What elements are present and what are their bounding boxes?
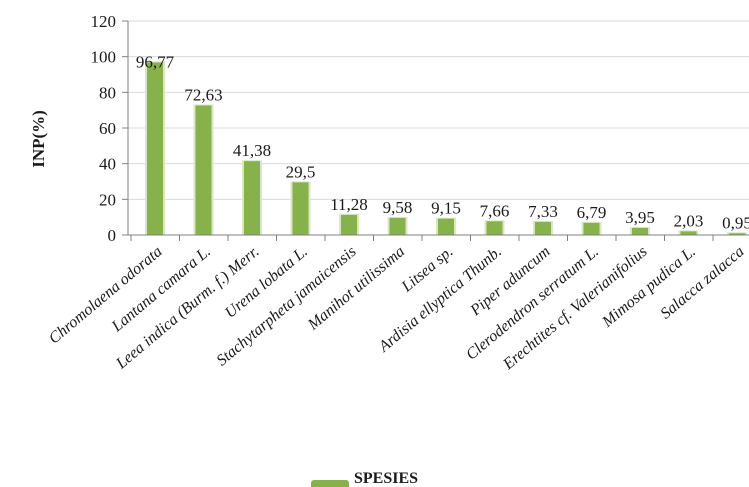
- bar: [680, 231, 697, 235]
- bar: [535, 221, 551, 235]
- y-tick-label: 0: [108, 226, 117, 245]
- data-label: 7,33: [528, 202, 558, 221]
- data-label: 29,5: [286, 162, 316, 181]
- bar: [438, 218, 454, 235]
- y-tick-label: 20: [99, 190, 116, 209]
- bars: [145, 61, 747, 235]
- legend-label: SPESIES: [354, 470, 418, 487]
- bar: [486, 221, 503, 235]
- category-label: Urena lobata L.: [222, 243, 311, 322]
- data-label: 7,66: [480, 201, 510, 220]
- data-label: 11,28: [330, 195, 368, 214]
- y-tick-label: 100: [91, 48, 117, 67]
- data-label: 96,77: [136, 52, 175, 71]
- bar: [729, 233, 745, 235]
- data-label: 0,95: [722, 213, 749, 232]
- data-label: 2,03: [674, 211, 704, 230]
- gridlines: [128, 20, 749, 200]
- legend: SPESIES: [311, 470, 418, 487]
- data-label: 9,58: [383, 198, 413, 217]
- x-axis: [128, 234, 749, 241]
- bar: [292, 182, 309, 235]
- y-axis: 0 20 40 60 80 100 120: [91, 12, 129, 245]
- bar: [244, 161, 260, 235]
- legend-swatch: [311, 480, 349, 487]
- y-tick-label: 40: [99, 155, 116, 174]
- y-tick-label: 120: [91, 12, 117, 31]
- bar: [583, 222, 600, 235]
- y-tick-label: 80: [99, 83, 116, 102]
- category-label: Salacca zalacca: [657, 243, 747, 323]
- data-label: 3,95: [625, 208, 655, 227]
- bar: [389, 217, 406, 235]
- data-labels: 96,77 72,63 41,38 29,5 11,28 9,58 9,15 7,66 7,33…: [136, 52, 749, 232]
- bar: [341, 214, 357, 235]
- y-axis-title: INP(%): [29, 110, 48, 168]
- data-label: 72,63: [184, 85, 222, 104]
- data-label: 6,79: [577, 203, 607, 222]
- bar: [195, 105, 212, 235]
- bar: [147, 62, 163, 235]
- bar: [632, 227, 648, 235]
- data-label: 9,15: [431, 199, 461, 218]
- y-tick-label: 60: [99, 119, 116, 138]
- data-label: 41,38: [233, 141, 271, 160]
